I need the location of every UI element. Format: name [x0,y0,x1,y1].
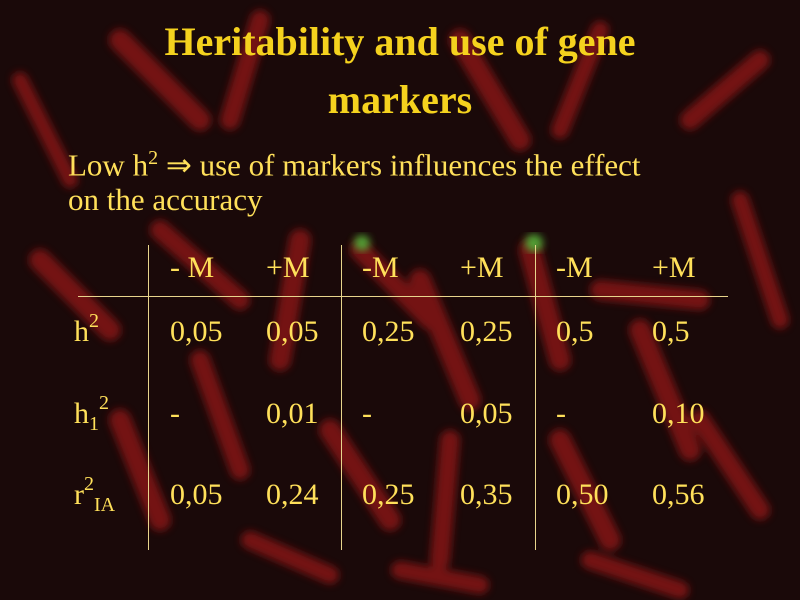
column-header: -M [556,251,593,284]
table-cell: 0,01 [266,397,319,430]
table-divider-vertical-2 [341,245,342,550]
table-cell: 0,56 [652,478,705,511]
table-cell: 0,05 [460,397,513,430]
subtitle-line-1: Low h2 ⇒ use of markers influences the e… [68,138,641,185]
table-cell: 0,25 [362,315,415,348]
table-cell: 0,35 [460,478,513,511]
table-cell: 0,24 [266,478,319,511]
subtitle-prefix: Low h [68,147,149,183]
table-divider-horizontal [78,296,728,297]
table-cell: 0,10 [652,397,705,430]
subtitle-rest: use of markers influences the effect [199,147,641,183]
table-cell: 0,5 [652,315,690,348]
column-header: +M [652,251,696,284]
table-cell: - [556,397,566,430]
subtitle-superscript: 2 [148,147,159,169]
table-divider-vertical-3 [535,245,536,550]
subtitle-line-2: on the accuracy [68,182,263,217]
table-cell: 0,05 [170,478,223,511]
slide-title-line-1: Heritability and use of gene [164,19,636,64]
column-header: -M [362,251,399,284]
table-divider-vertical-1 [148,245,149,550]
table-cell: 0,25 [362,478,415,511]
column-header: - M [170,251,215,284]
table-cell: 0,05 [266,315,319,348]
row-label-h2: h2 [74,310,99,348]
implies-arrow-icon: ⇒ [165,147,192,183]
table-cell: - [362,397,372,430]
table-cell: - [170,397,180,430]
column-header: +M [266,251,310,284]
table-cell: 0,05 [170,315,223,348]
column-header: +M [460,251,504,284]
table-cell: 0,25 [460,315,513,348]
table-cell: 0,50 [556,478,609,511]
row-label-h1-2: h12 [74,392,109,435]
slide-title-line-2: markers [327,77,473,122]
row-label-r2-ia: r2IA [74,473,116,516]
table-cell: 0,5 [556,315,594,348]
